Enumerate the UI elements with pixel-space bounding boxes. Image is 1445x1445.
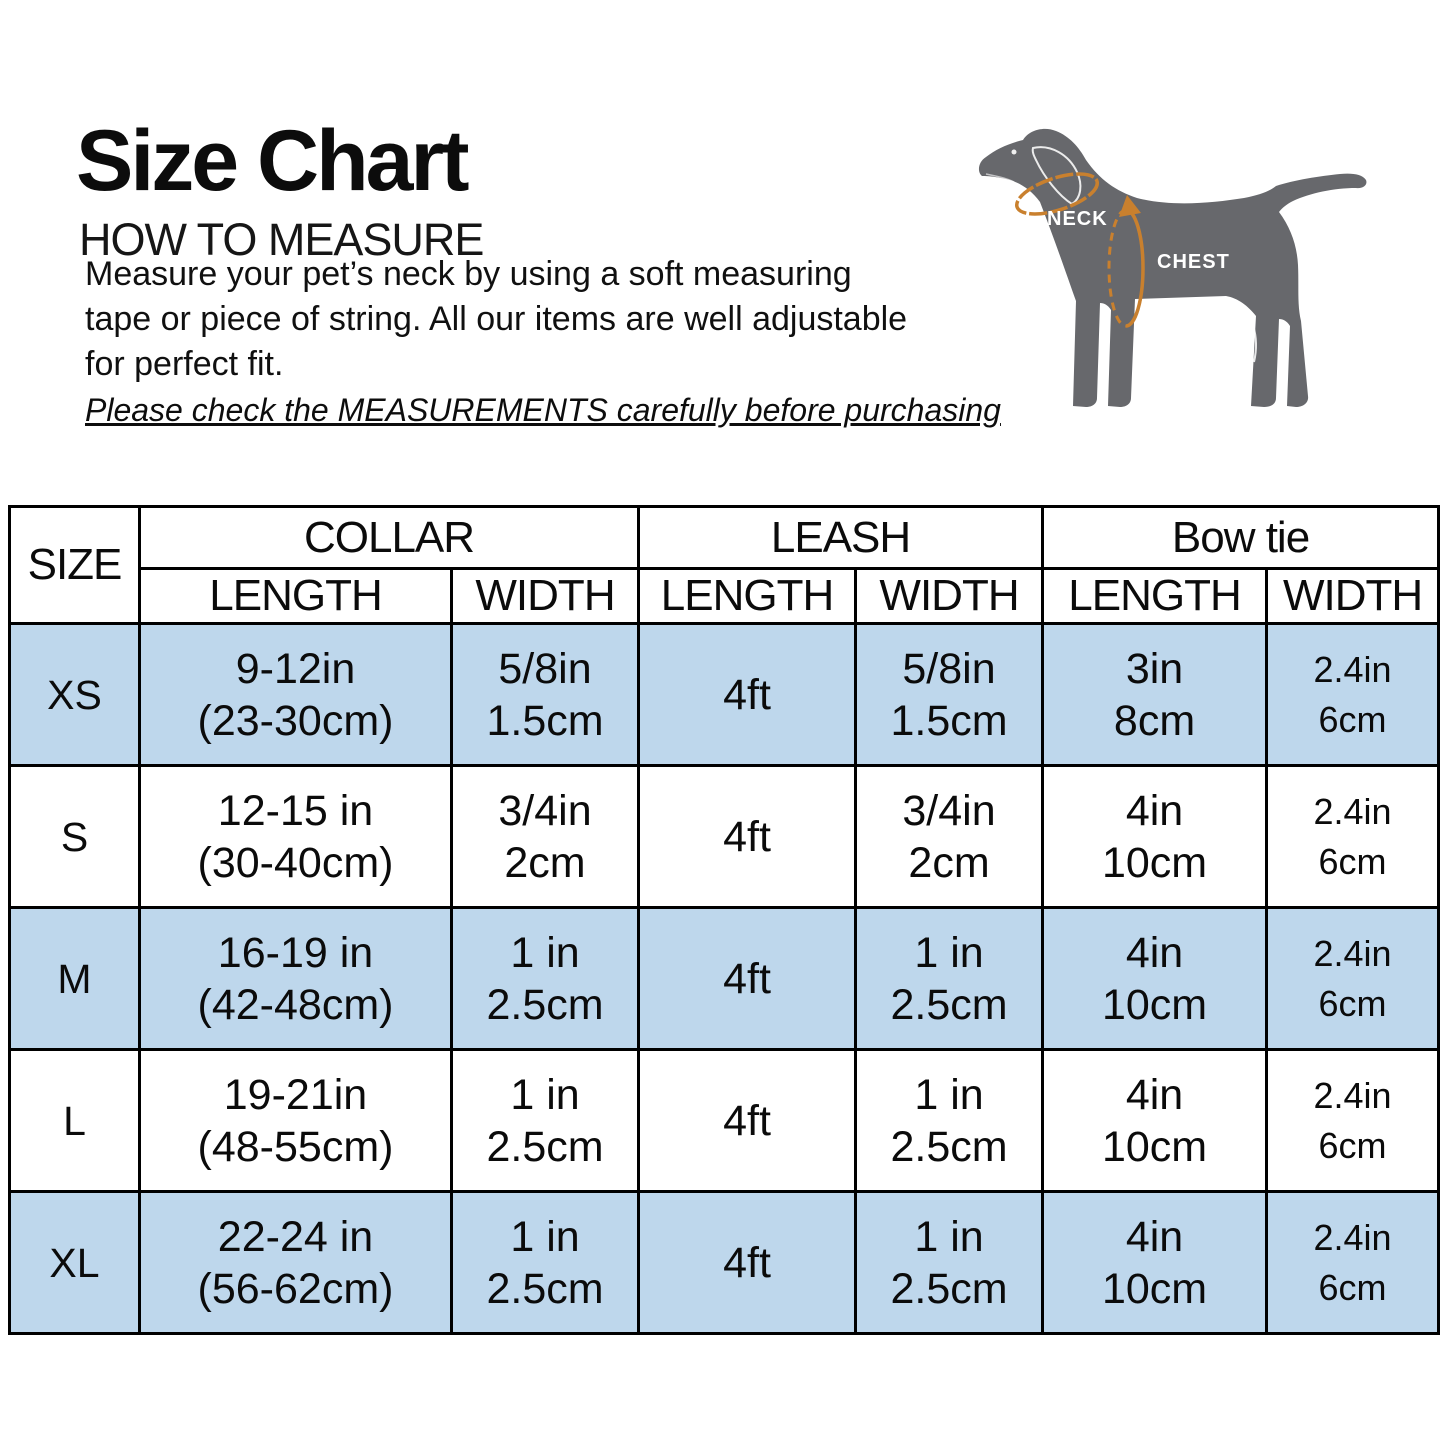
cell-bowtie-width: 2.4in 6cm — [1265, 906, 1441, 1051]
cell-collar-length: 12-15 in (30-40cm) — [138, 764, 453, 909]
col-header-leash-length: LENGTH — [637, 567, 858, 625]
cell-leash-width: 5/8in 1.5cm — [854, 622, 1045, 767]
cell-bowtie-length: 3in 8cm — [1041, 622, 1269, 767]
cell-leash-width: 1 in 2.5cm — [854, 906, 1045, 1051]
table-row-s: S 12-15 in (30-40cm) 3/4in 2cm 4ft 3/4in… — [8, 764, 1441, 909]
cell-collar-width: 5/8in 1.5cm — [449, 622, 641, 767]
how-to-measure-heading: HOW TO MEASURE — [79, 214, 484, 265]
cell-collar-length: 19-21in (48-55cm) — [138, 1048, 453, 1193]
cell-leash-length: 4ft — [637, 906, 858, 1051]
header-sub-row: LENGTH WIDTH LENGTH WIDTH LENGTH WIDTH — [10, 567, 1441, 625]
col-header-bowtie-length: LENGTH — [1041, 567, 1269, 625]
col-group-leash: LEASH — [637, 505, 1045, 570]
cell-leash-length: 4ft — [637, 764, 858, 909]
dog-mouth-line — [985, 173, 1015, 183]
table-row-l: L 19-21in (48-55cm) 1 in 2.5cm 4ft 1 in … — [8, 1048, 1441, 1193]
cell-collar-width: 1 in 2.5cm — [449, 906, 641, 1051]
cell-collar-length: 16-19 in (42-48cm) — [138, 906, 453, 1051]
dog-silhouette-graphic — [978, 128, 1367, 407]
col-group-bowtie: Bow tie — [1041, 505, 1441, 570]
chest-arrow-icon — [1119, 195, 1141, 217]
cell-bowtie-length: 4in 10cm — [1041, 906, 1269, 1051]
cell-leash-length: 4ft — [637, 622, 858, 767]
cell-collar-width: 1 in 2.5cm — [449, 1190, 641, 1335]
cell-bowtie-width: 2.4in 6cm — [1265, 622, 1441, 767]
col-header-collar-width: WIDTH — [449, 567, 641, 625]
cell-bowtie-width: 2.4in 6cm — [1265, 1048, 1441, 1193]
table-row-xs: XS 9-12in (23-30cm) 5/8in 1.5cm 4ft 5/8i… — [8, 622, 1441, 767]
cell-bowtie-length: 4in 10cm — [1041, 1190, 1269, 1335]
dog-eye — [1011, 149, 1017, 155]
cell-collar-length: 9-12in (23-30cm) — [138, 622, 453, 767]
col-header-bowtie-width: WIDTH — [1265, 567, 1441, 625]
measurement-note: Please check the MEASUREMENTS carefully … — [85, 392, 1001, 428]
row-size-label: L — [8, 1048, 141, 1193]
cell-bowtie-width: 2.4in 6cm — [1265, 1190, 1441, 1335]
cell-bowtie-width: 2.4in 6cm — [1265, 764, 1441, 909]
row-size-label: M — [8, 906, 141, 1051]
cell-collar-width: 1 in 2.5cm — [449, 1048, 641, 1193]
col-group-collar: COLLAR — [137, 505, 641, 570]
col-header-size: SIZE — [8, 505, 141, 625]
cell-leash-length: 4ft — [637, 1190, 858, 1335]
chest-label: CHEST — [1157, 251, 1230, 273]
row-size-label: XL — [8, 1190, 141, 1335]
page-title: Size Chart — [76, 113, 470, 209]
cell-leash-width: 1 in 2.5cm — [854, 1190, 1045, 1335]
col-header-leash-width: WIDTH — [854, 567, 1045, 625]
row-size-label: XS — [8, 622, 141, 767]
table-row-m: M 16-19 in (42-48cm) 1 in 2.5cm 4ft 1 in… — [8, 906, 1441, 1051]
cell-bowtie-length: 4in 10cm — [1041, 764, 1269, 909]
row-size-label: S — [8, 764, 141, 909]
cell-leash-width: 1 in 2.5cm — [854, 1048, 1045, 1193]
size-chart-table: SIZE COLLAR LEASH Bow tie LENGTH WIDTH L… — [8, 505, 1441, 1335]
cell-leash-length: 4ft — [637, 1048, 858, 1193]
neck-measure-ellipse — [1015, 172, 1099, 216]
cell-bowtie-length: 4in 10cm — [1041, 1048, 1269, 1193]
measure-instructions: Measure your pet’s neck by using a soft … — [85, 255, 908, 383]
dog-measurement-diagram: NECK CHEST — [930, 88, 1410, 468]
chest-measure-arc — [1125, 208, 1145, 328]
cell-collar-width: 3/4in 2cm — [449, 764, 641, 909]
cell-collar-length: 22-24 in (56-62cm) — [138, 1190, 453, 1335]
dog-thigh-line — [1234, 299, 1257, 363]
neck-label: NECK — [1047, 208, 1108, 230]
table-row-xl: XL 22-24 in (56-62cm) 1 in 2.5cm 4ft 1 i… — [8, 1190, 1441, 1335]
cell-leash-width: 3/4in 2cm — [854, 764, 1045, 909]
col-header-collar-length: LENGTH — [138, 567, 453, 625]
header-group-row: SIZE COLLAR LEASH Bow tie — [8, 505, 1441, 625]
